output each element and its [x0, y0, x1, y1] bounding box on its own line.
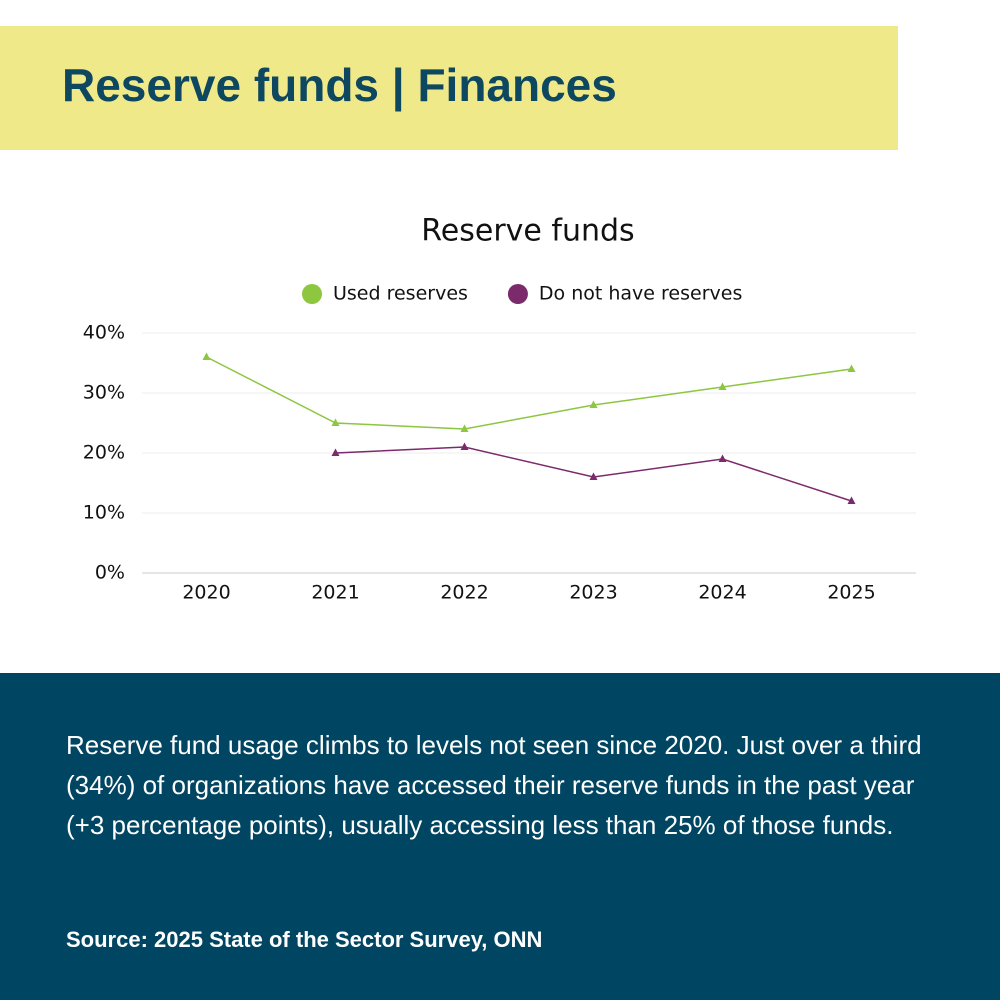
footer-panel: Reserve fund usage climbs to levels not … — [0, 673, 1000, 1000]
data-point — [589, 472, 598, 480]
legend-label: Used reserves — [333, 283, 468, 305]
x-tick-label: 2025 — [827, 582, 875, 604]
summary-text: Reserve fund usage climbs to levels not … — [66, 730, 922, 840]
chart-title: Reserve funds — [421, 214, 634, 249]
y-tick-label: 10% — [83, 502, 125, 524]
x-tick-label: 2023 — [569, 582, 617, 604]
data-point — [202, 352, 211, 360]
x-tick-label: 2024 — [698, 582, 746, 604]
data-point — [331, 448, 340, 456]
x-tick-label: 2022 — [440, 582, 488, 604]
y-tick-label: 40% — [83, 322, 125, 344]
data-point — [718, 382, 727, 390]
data-point — [460, 442, 469, 450]
y-tick-label: 20% — [83, 442, 125, 464]
data-point — [847, 364, 856, 372]
series-line — [206, 356, 852, 430]
legend-label: Do not have reserves — [539, 283, 742, 305]
data-point — [331, 418, 340, 426]
data-point — [718, 454, 727, 462]
y-tick-label: 0% — [95, 562, 125, 584]
page-title: Reserve funds | Finances — [62, 59, 617, 111]
data-point — [847, 496, 856, 504]
legend-marker — [507, 284, 528, 304]
x-tick-label: 2020 — [182, 582, 230, 604]
data-point — [460, 424, 469, 432]
chart: Reserve funds 0% 10% 20% 30% 40% 2020 2021 2022… — [83, 214, 916, 604]
header-banner — [0, 26, 898, 150]
x-tick-label: 2021 — [311, 582, 359, 604]
y-tick-label: 30% — [83, 382, 125, 404]
data-point — [589, 400, 598, 408]
source-text: Source: 2025 State of the Sector Survey,… — [66, 927, 543, 952]
legend-marker — [302, 284, 322, 304]
